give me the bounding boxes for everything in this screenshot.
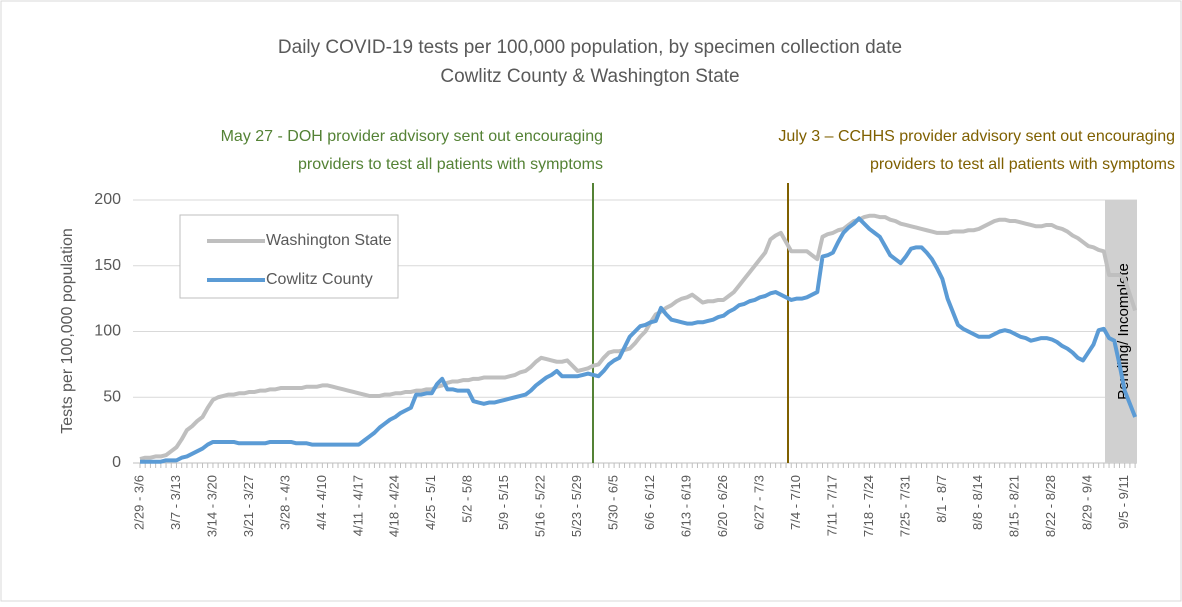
x-tick-label: 3/28 - 4/3: [277, 475, 292, 530]
annotation-text: providers to test all patients with symp…: [870, 156, 1175, 173]
x-tick-label: 8/22 - 8/28: [1043, 475, 1058, 537]
legend-label: Cowlitz County: [266, 271, 373, 288]
y-tick-label: 50: [103, 388, 121, 405]
annotation-text: July 3 – CCHHS provider advisory sent ou…: [778, 128, 1175, 145]
x-tick-label: 8/1 - 8/7: [934, 475, 949, 523]
x-tick-label: 3/7 - 3/13: [168, 475, 183, 530]
y-axis-label: Tests per 100,000 population: [59, 228, 76, 433]
x-tick-label: 6/20 - 6/26: [715, 475, 730, 537]
y-tick-label: 200: [94, 191, 121, 208]
x-tick-label: 6/27 - 7/3: [751, 475, 766, 530]
x-tick-label: 4/4 - 4/10: [314, 475, 329, 530]
x-tick-label: 7/25 - 7/31: [897, 475, 912, 537]
x-tick-label: 3/14 - 3/20: [204, 475, 219, 537]
x-tick-label: 5/2 - 5/8: [460, 475, 475, 523]
x-tick-label: 5/9 - 5/15: [496, 475, 511, 530]
legend-box: [179, 214, 399, 299]
annotation-text: providers to test all patients with symp…: [298, 156, 603, 173]
x-tick-label: 8/15 - 8/21: [1007, 475, 1022, 537]
x-tick-label: 6/6 - 6/12: [642, 475, 657, 530]
x-tick-label: 7/18 - 7/24: [861, 475, 876, 537]
legend-label: Washington State: [266, 232, 392, 249]
y-tick-label: 100: [94, 323, 121, 340]
x-tick-label: 3/21 - 3/27: [241, 475, 256, 537]
annotation-text: May 27 - DOH provider advisory sent out …: [221, 128, 603, 145]
x-tick-label: 9/5 - 9/11: [1116, 475, 1131, 529]
x-tick-label: 4/11 - 4/17: [350, 475, 365, 536]
pending-region: [1105, 200, 1137, 463]
series-line: [139, 213, 1138, 461]
chart-title: Daily COVID-19 tests per 100,000 populat…: [278, 37, 902, 58]
chart-subtitle: Cowlitz County & Washington State: [440, 66, 739, 87]
x-tick-label: 4/25 - 5/1: [423, 475, 438, 530]
y-tick-label: 0: [112, 454, 121, 471]
series-line: [140, 216, 1137, 464]
x-tick-label: 8/8 - 8/14: [970, 475, 985, 530]
x-tick-label: 5/16 - 5/22: [533, 475, 548, 537]
x-tick-label: 7/11 - 7/17: [824, 475, 839, 536]
x-tick-label: 8/29 - 9/4: [1080, 475, 1095, 530]
x-tick-label: 2/29 - 3/6: [131, 475, 146, 530]
x-tick-label: 7/4 - 7/10: [788, 475, 803, 530]
x-tick-label: 4/18 - 4/24: [387, 475, 402, 537]
x-tick-label: 5/23 - 5/29: [569, 475, 584, 537]
x-tick-label: 5/30 - 6/5: [606, 475, 621, 530]
x-tick-label: 6/13 - 6/19: [678, 475, 693, 537]
y-tick-label: 150: [94, 257, 121, 274]
